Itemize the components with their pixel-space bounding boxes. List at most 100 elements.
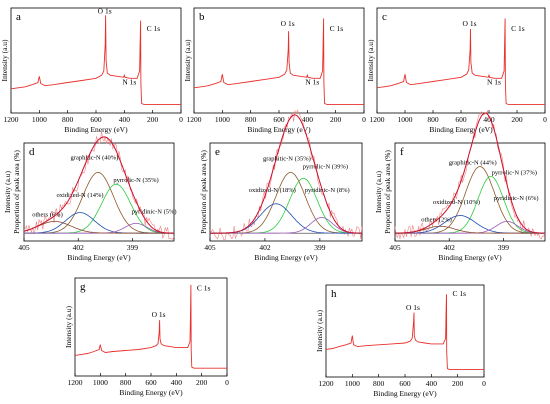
component-peak-pyridinic bbox=[210, 217, 362, 234]
survey-spectrum-line bbox=[325, 294, 484, 371]
component-label-pyridinic: pyridinic-N (5%) bbox=[132, 209, 177, 216]
survey-spectrum-line bbox=[193, 18, 364, 106]
x-tick-label: 399 bbox=[314, 243, 326, 252]
x-tick-label: 400 bbox=[483, 115, 495, 124]
x-tick-label: 200 bbox=[511, 115, 523, 124]
y-axis-title: Intensity (a.u) bbox=[366, 39, 375, 82]
y-axis-title: Intensity (a.u) bbox=[183, 39, 192, 82]
x-tick-label: 800 bbox=[427, 115, 439, 124]
x-tick-label: 1000 bbox=[93, 378, 108, 387]
fit-envelope-line bbox=[23, 136, 174, 234]
x-tick-label: 800 bbox=[245, 115, 257, 124]
component-peak-others bbox=[395, 225, 545, 234]
component-label-oxidized: oxidized-N (14%) bbox=[56, 192, 103, 199]
raw-data-line bbox=[23, 130, 175, 240]
panel-a: a 1200 1000 800 600 400 200 0 Binding Energy (eV… bbox=[0, 6, 183, 134]
x-axis-title: Binding Energy (eV) bbox=[373, 389, 437, 398]
y-axis-title-secondary: Proportion of peak area (%) bbox=[383, 150, 392, 234]
x-tick-label: 600 bbox=[145, 378, 157, 387]
panel-h: h 1200 1000 800 600 400 200 0 Binding Energy (eV… bbox=[315, 284, 486, 398]
fit-envelope-line bbox=[210, 114, 362, 234]
component-label-pyrrolic: pyrrolic-N (39%) bbox=[303, 163, 348, 170]
survey-spectrum-line bbox=[376, 18, 545, 106]
y-axis-title: Intensity (a.u) bbox=[64, 305, 73, 348]
x-tick-label: 1000 bbox=[215, 115, 230, 124]
peak-label: C 1s bbox=[511, 24, 525, 33]
plot-frame bbox=[209, 142, 363, 242]
x-tick-label: 200 bbox=[196, 378, 208, 387]
raw-data-line bbox=[209, 109, 363, 241]
x-tick-label: 800 bbox=[120, 378, 132, 387]
x-tick-label: 402 bbox=[444, 243, 456, 252]
peak-label: O 1s bbox=[406, 303, 420, 312]
x-tick-label: 399 bbox=[498, 243, 510, 252]
peak-label: N 1s bbox=[487, 78, 501, 87]
x-tick-label: 400 bbox=[302, 115, 314, 124]
survey-spectrum-line bbox=[10, 15, 181, 106]
x-tick-label: 405 bbox=[204, 243, 216, 252]
x-tick-label: 1000 bbox=[345, 379, 360, 388]
x-tick-label: 405 bbox=[18, 243, 30, 252]
peak-label: O 1s bbox=[463, 19, 477, 28]
x-tick-label: 800 bbox=[373, 379, 385, 388]
x-tick-label: 1000 bbox=[32, 115, 47, 124]
x-tick-label: 800 bbox=[62, 115, 74, 124]
x-tick-label: 0 bbox=[179, 115, 183, 124]
peak-label: O 1s bbox=[281, 19, 295, 28]
x-axis-title: Binding Energy (eV) bbox=[429, 125, 493, 134]
x-axis-title: Binding Energy (eV) bbox=[247, 125, 311, 134]
plot-frame bbox=[394, 142, 546, 242]
x-tick-label: 200 bbox=[147, 115, 159, 124]
component-label-pyrrolic: pyrrolic-N (37%) bbox=[492, 169, 537, 176]
x-axis-title: Binding Energy (eV) bbox=[119, 388, 183, 397]
x-tick-label: 1200 bbox=[319, 379, 334, 388]
panel-letter: b bbox=[199, 11, 205, 23]
peak-label: C 1s bbox=[197, 284, 211, 293]
x-tick-label: 600 bbox=[455, 115, 467, 124]
peak-label: O 1s bbox=[98, 6, 112, 15]
component-label-pyridinic: pyridinic-N (6%) bbox=[494, 195, 539, 202]
x-axis-title: Binding Energy (eV) bbox=[438, 253, 502, 262]
y-axis-title: Proportion of peak area (%) bbox=[199, 150, 208, 234]
panel-letter: e bbox=[215, 146, 220, 158]
x-tick-label: 402 bbox=[73, 243, 85, 252]
component-label-graphitic: graphitic-N (44%) bbox=[449, 160, 497, 167]
x-axis-title: Binding Energy (eV) bbox=[254, 253, 318, 262]
x-tick-label: 600 bbox=[399, 379, 411, 388]
x-tick-label: 200 bbox=[330, 115, 342, 124]
y-axis-title-secondary: Proportion of peak area (%) bbox=[12, 150, 21, 234]
peak-label: C 1s bbox=[147, 24, 161, 33]
panel-letter: c bbox=[382, 11, 387, 23]
x-tick-label: 0 bbox=[482, 379, 486, 388]
plot-frame bbox=[325, 284, 485, 378]
peak-label: C 1s bbox=[330, 24, 344, 33]
x-tick-label: 1200 bbox=[187, 115, 202, 124]
survey-spectrum-line bbox=[74, 284, 227, 369]
fit-envelope-line bbox=[395, 112, 545, 234]
x-tick-label: 1200 bbox=[68, 378, 83, 387]
peak-label: N 1s bbox=[122, 78, 136, 87]
y-axis-title: Intensity (a.u) bbox=[374, 170, 383, 213]
component-peak-graphitic bbox=[210, 171, 362, 234]
component-peak-others bbox=[23, 220, 174, 234]
panel-letter: g bbox=[80, 281, 86, 293]
x-tick-label: 400 bbox=[171, 378, 183, 387]
x-tick-label: 600 bbox=[90, 115, 102, 124]
y-axis-title: Intensity (a.u) bbox=[315, 309, 324, 352]
component-label-others: others (6%) bbox=[32, 212, 63, 219]
x-tick-label: 200 bbox=[452, 379, 464, 388]
x-tick-label: 1000 bbox=[398, 115, 413, 124]
x-axis-title: Binding Energy (eV) bbox=[64, 125, 128, 134]
x-tick-label: 400 bbox=[119, 115, 131, 124]
panel-c: c 1200 1000 800 600 400 200 0 Binding Energy (eV… bbox=[366, 7, 547, 134]
panel-letter: f bbox=[400, 146, 404, 158]
x-tick-label: 1200 bbox=[370, 115, 385, 124]
x-tick-label: 402 bbox=[259, 243, 271, 252]
panel-b: b 1200 1000 800 600 400 200 0 Binding Energy (eV… bbox=[183, 7, 366, 134]
y-axis-title: Intensity (a.u) bbox=[3, 170, 12, 213]
component-label-graphitic: graphitic-N (35%) bbox=[263, 156, 311, 163]
panel-letter: a bbox=[16, 11, 21, 23]
